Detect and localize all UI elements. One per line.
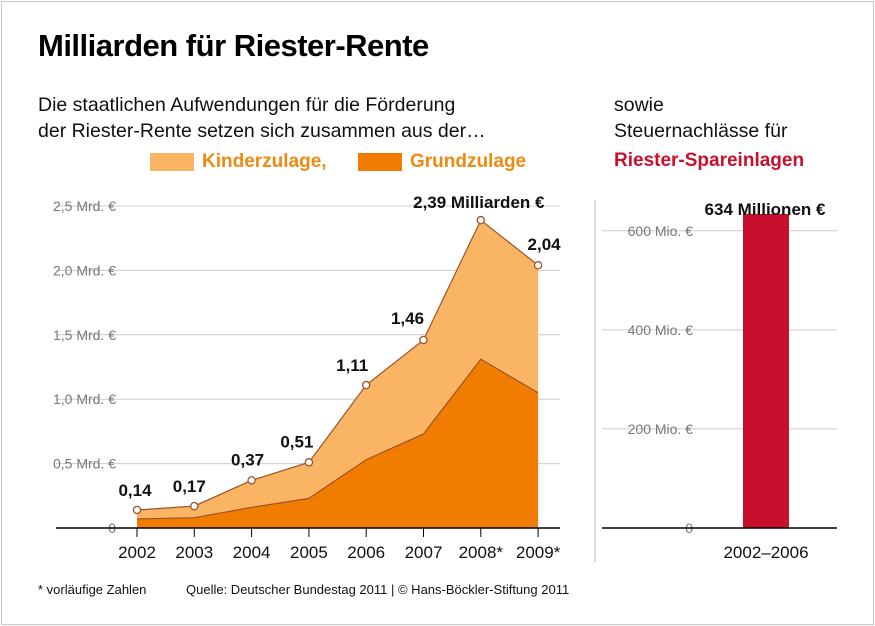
area-grundzulage (137, 359, 539, 528)
chart-title: Milliarden für Riester-Rente (38, 28, 429, 63)
x-tick-label: 2006 (347, 543, 385, 562)
subtitle-line-2: der Riester-Rente setzen sich zusammen a… (38, 120, 486, 142)
data-point (533, 260, 543, 270)
data-point (476, 215, 486, 225)
subtitle-line-1: Die staatlichen Aufwendungen für die För… (38, 94, 456, 116)
data-label: 0,14 (118, 481, 152, 500)
data-point (247, 476, 256, 485)
legend-kinderzulage: Kinderzulage, (150, 150, 327, 174)
y-tick-label: 2,0 Mrd. € (53, 262, 116, 278)
x-tick-label: 2003 (175, 543, 213, 562)
legend-grundzulage: Grundzulage (358, 150, 526, 174)
bar-y-tick-label: 600 Mio. € (628, 223, 694, 239)
data-label: 1,11 (336, 356, 368, 375)
bar-y-tick-label: 400 Mio. € (628, 322, 694, 338)
data-label: 2,39 Milliarden € (413, 193, 545, 212)
bar-x-tick-label: 2002–2006 (723, 543, 808, 562)
footnote: * vorläufige Zahlen (38, 582, 147, 597)
line-total (136, 219, 539, 511)
x-tick-label: 2007 (405, 543, 443, 562)
data-point (361, 380, 371, 390)
x-tick-label: 2005 (290, 543, 328, 562)
data-label: 1,46 (391, 309, 424, 328)
line-grundzulage (136, 358, 539, 520)
data-label: 0,17 (173, 477, 206, 496)
right-highlight: Riester-Spareinlagen (614, 150, 805, 171)
area-kinderzulage (137, 220, 539, 519)
y-tick-label: 0,5 Mrd. € (53, 456, 116, 472)
legend-swatch-grundzulage (358, 153, 402, 171)
source-line: Quelle: Deutscher Bundestag 2011 | © Han… (186, 582, 570, 597)
y-tick-label: 2,5 Mrd. € (53, 198, 116, 214)
x-tick-label: 2002 (118, 543, 156, 562)
legend-label-grundzulage: Grundzulage (410, 151, 527, 172)
legend-label-kinderzulage: Kinderzulage, (202, 151, 327, 172)
bar-data-label: 634 Millionen € (705, 200, 826, 219)
right-subtitle-line-2: Steuernachlässe für (614, 120, 788, 142)
bar-y-tick-label: 200 Mio. € (628, 421, 694, 437)
y-tick-label: 1,0 Mrd. € (53, 391, 116, 407)
data-label: 0,51 (280, 432, 313, 451)
x-tick-label: 2008* (459, 543, 504, 562)
data-point (132, 505, 142, 515)
right-subtitle-line-1: sowie (614, 94, 664, 116)
data-point (190, 501, 199, 511)
x-tick-label: 2004 (233, 543, 271, 562)
legend-swatch-kinderzulage (150, 153, 194, 171)
bar-2002-2006 (743, 213, 789, 528)
data-point (304, 458, 314, 467)
right-subtitle: sowie Steuernachlässe für (614, 92, 854, 144)
data-label: 2,04 (528, 235, 562, 254)
data-label: 0,37 (231, 450, 264, 469)
chart-subtitle: Die staatlichen Aufwendungen für die För… (38, 92, 598, 144)
x-tick-label: 2009* (516, 543, 561, 562)
y-tick-label: 1,5 Mrd. € (53, 327, 116, 343)
data-point (419, 335, 428, 345)
